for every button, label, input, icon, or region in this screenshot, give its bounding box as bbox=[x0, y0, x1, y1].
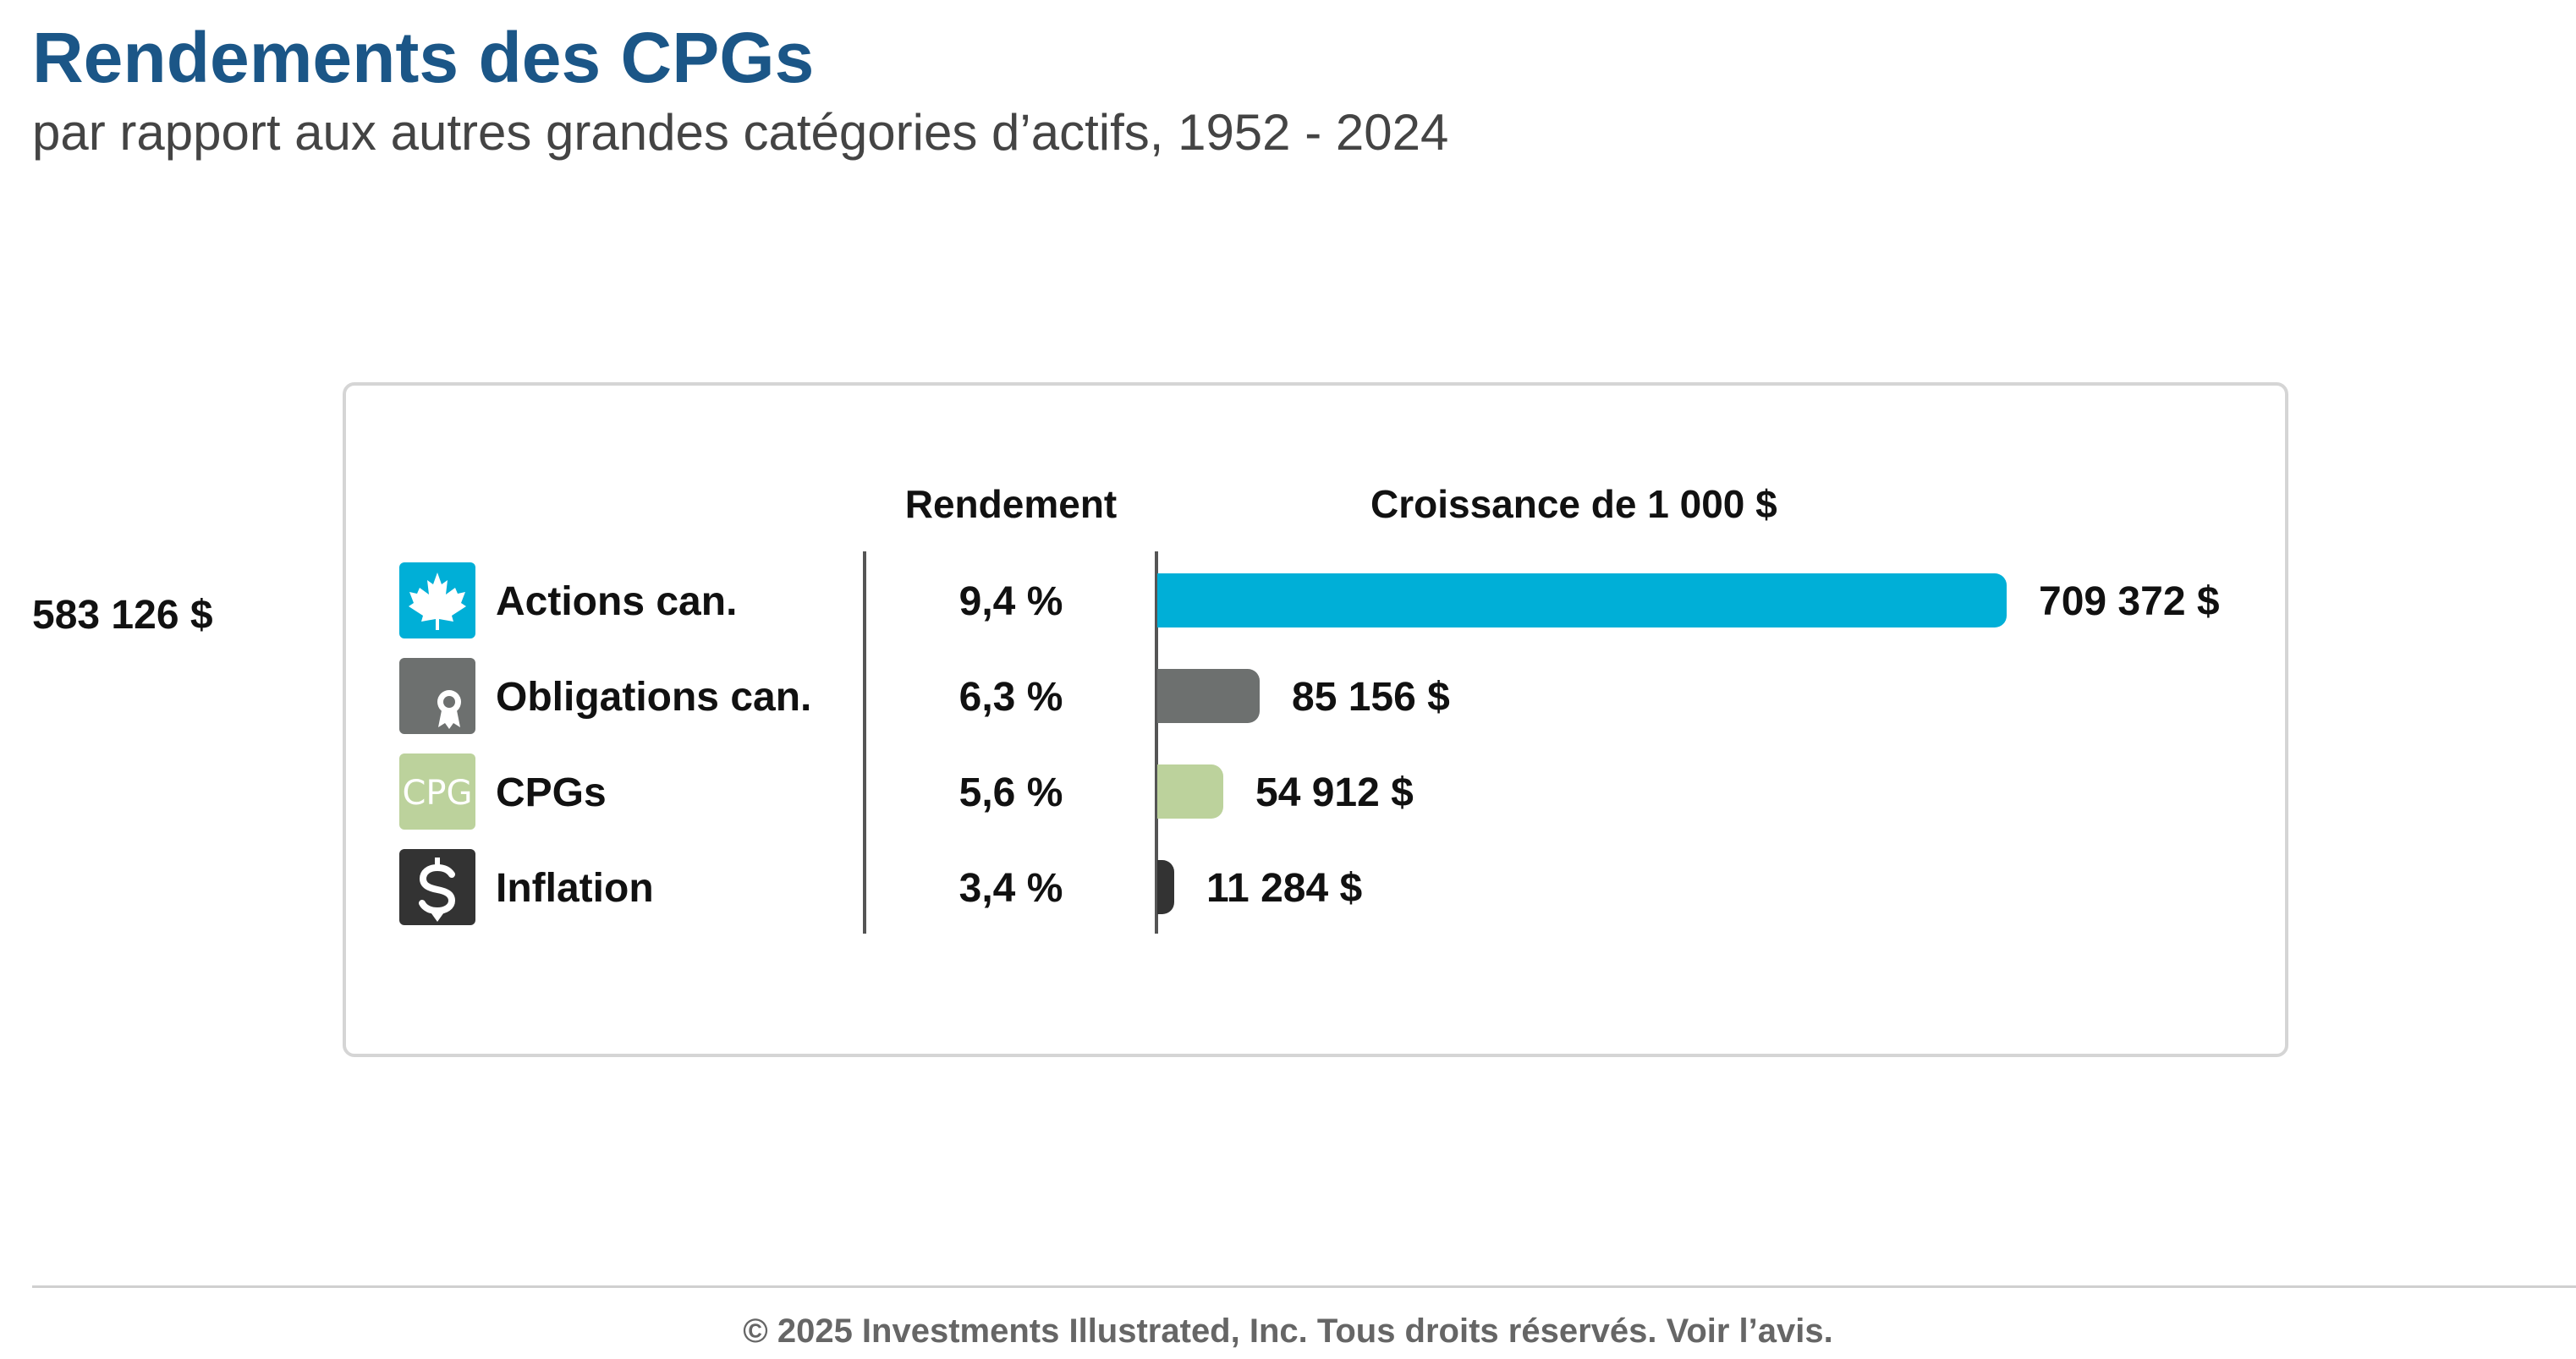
row-label-obligations: Obligations can. bbox=[496, 675, 812, 720]
bar-cpgs bbox=[1157, 764, 1223, 819]
bar-value-label-obligations: 85 156 $ bbox=[1292, 675, 1450, 720]
row-label-inflation: Inflation bbox=[496, 866, 654, 911]
bar-value-label-cpgs: 54 912 $ bbox=[1255, 770, 1414, 815]
chart-panel bbox=[343, 382, 2288, 1057]
column-header-return: Rendement bbox=[904, 482, 1118, 526]
bar-actions bbox=[1157, 573, 2007, 627]
certificate-icon bbox=[399, 658, 475, 734]
bar-obligations bbox=[1157, 669, 1260, 723]
chart-subtitle: par rapport aux autres grandes catégorie… bbox=[32, 104, 1449, 161]
footer-copyright: © 2025 Investments Illustrated, Inc. Tou… bbox=[743, 1312, 1833, 1350]
row-return-cpgs: 5,6 % bbox=[958, 770, 1063, 815]
row-return-inflation: 3,4 % bbox=[958, 866, 1063, 911]
row-return-obligations: 6,3 % bbox=[958, 675, 1063, 720]
bar-value-label-inflation: 11 284 $ bbox=[1206, 866, 1363, 911]
row-label-actions: Actions can. bbox=[496, 579, 738, 624]
dollar-arrow-icon bbox=[399, 849, 475, 925]
maple-leaf-icon bbox=[399, 562, 475, 638]
row-label-cpgs: CPGs bbox=[496, 770, 607, 815]
bar-value-label-actions: 709 372 $ bbox=[2039, 579, 2220, 624]
cpg-icon: CPG bbox=[399, 753, 475, 830]
chart-title: Rendements des CPGs bbox=[32, 18, 815, 97]
footer-divider bbox=[32, 1285, 2576, 1288]
bar-inflation bbox=[1157, 860, 1174, 914]
row-return-actions: 9,4 % bbox=[958, 579, 1063, 624]
bar-axis-line bbox=[1155, 551, 1158, 934]
cpg-icon-text: CPG bbox=[402, 774, 472, 813]
column-divider bbox=[863, 551, 866, 934]
side-value-label: 583 126 $ bbox=[32, 593, 213, 638]
column-header-growth: Croissance de 1 000 $ bbox=[1370, 482, 1777, 526]
